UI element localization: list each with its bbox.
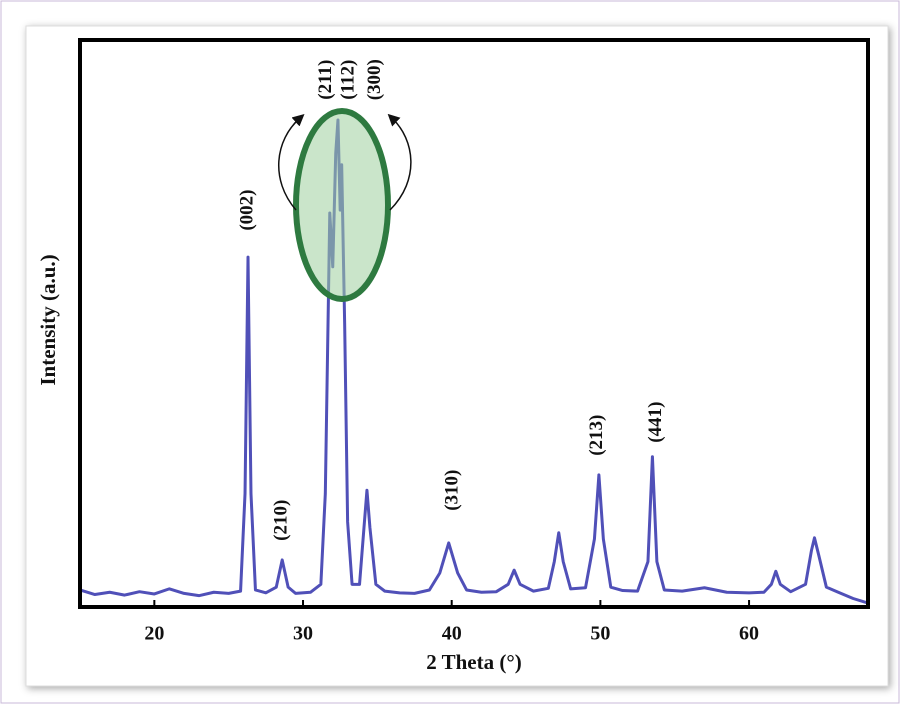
arrow [277,114,305,211]
peak-label: (002) [236,190,257,231]
x-axis-label: 2 Theta (°) [426,650,522,674]
data-line [79,118,869,605]
arrow [387,113,412,211]
peak-label: (210) [271,500,292,541]
x-tick-label: 50 [590,623,610,645]
x-tick-label: 20 [144,623,164,645]
y-axis-label: Intensity (a.u.) [36,254,60,385]
plot-area [80,40,868,607]
peak-label: (300) [364,59,385,100]
peak-label: (211) [315,60,336,100]
peak-label: (213) [586,415,607,456]
x-tick-label: 60 [739,623,759,645]
peak-label: (112) [337,60,358,100]
peak-label: (441) [645,402,666,443]
x-tick-label: 40 [442,623,462,645]
x-tick-label: 30 [293,623,313,645]
highlight-ellipse [293,108,391,302]
plot-frame [78,38,870,609]
peak-label: (310) [442,470,463,511]
